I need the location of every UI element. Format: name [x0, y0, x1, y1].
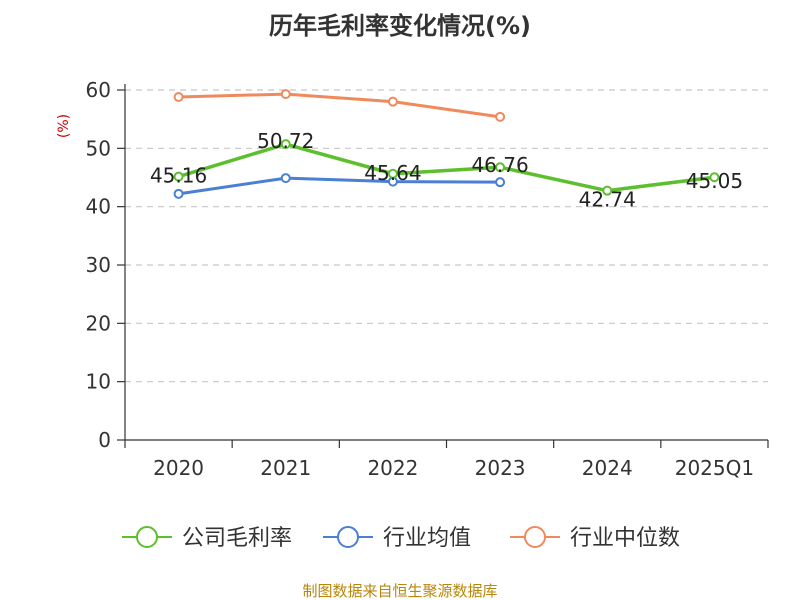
- data-point: [495, 177, 506, 188]
- series-line: [178, 142, 715, 193]
- series-group: [173, 89, 720, 199]
- data-point: [280, 173, 291, 184]
- series-line: [178, 176, 501, 196]
- data-point: [173, 188, 184, 199]
- legend-item-1: 公司毛利率: [122, 526, 292, 551]
- x-tick-label: 2024: [582, 456, 633, 480]
- y-tick-label: 10: [86, 370, 111, 394]
- axes: [117, 84, 769, 448]
- data-label: 46.76: [471, 153, 528, 177]
- data-point: [173, 171, 184, 182]
- series-line: [178, 92, 501, 119]
- legend-swatch-marker: [524, 526, 546, 548]
- x-tick-label: 2020: [153, 456, 204, 480]
- x-tick-label: 2021: [260, 456, 311, 480]
- data-point: [709, 172, 720, 183]
- x-tick-labels: 2020 2021 2022 2023 2024 2025Q1: [153, 456, 754, 480]
- series-1: [173, 139, 720, 196]
- x-tick-label: 2022: [367, 456, 418, 480]
- data-labels: 45.16 50.72 45.64 46.76 42.74 45.05: [150, 129, 743, 212]
- data-point: [495, 162, 506, 173]
- data-label: 45.05: [686, 169, 743, 193]
- legend-item-2: 行业均值: [323, 526, 471, 551]
- data-label: 45.64: [364, 161, 421, 185]
- gridlines: [125, 89, 768, 383]
- legend-label: 公司毛利率: [182, 526, 292, 551]
- source-note: 制图数据来自恒生聚源数据库: [302, 582, 497, 600]
- legend-swatch-marker: [337, 526, 359, 548]
- data-point: [280, 139, 291, 150]
- y-tick-label: 40: [86, 195, 111, 219]
- data-label: 50.72: [257, 129, 314, 153]
- data-label: 45.16: [150, 164, 207, 188]
- y-tick-label: 30: [86, 253, 111, 277]
- legend-item-3: 行业中位数: [510, 526, 680, 551]
- legend-label: 行业中位数: [570, 526, 680, 551]
- y-tick-label: 0: [98, 428, 111, 452]
- y-tick-label: 20: [86, 311, 111, 335]
- data-point: [387, 96, 398, 107]
- data-point: [602, 185, 613, 196]
- x-tick-label: 2023: [475, 456, 526, 480]
- legend-swatch-marker: [136, 526, 158, 548]
- data-point: [173, 92, 184, 102]
- data-point: [495, 111, 506, 122]
- legend: 公司毛利率 行业均值 行业中位数: [122, 526, 680, 551]
- series-2: [173, 173, 506, 199]
- data-point: [387, 168, 398, 179]
- legend-label: 行业均值: [383, 526, 471, 551]
- data-label: 42.74: [579, 188, 636, 212]
- data-point: [280, 89, 291, 100]
- chart-title: 历年毛利率变化情况(%): [269, 12, 531, 40]
- x-tick-label: 2025Q1: [675, 456, 754, 480]
- y-tick-label: 60: [86, 78, 111, 102]
- y-tick-label: 50: [86, 136, 111, 160]
- y-tick-labels: 0 10 20 30 40 50 60: [86, 78, 111, 452]
- y-axis-label: (%): [56, 114, 72, 138]
- series-3: [173, 89, 506, 122]
